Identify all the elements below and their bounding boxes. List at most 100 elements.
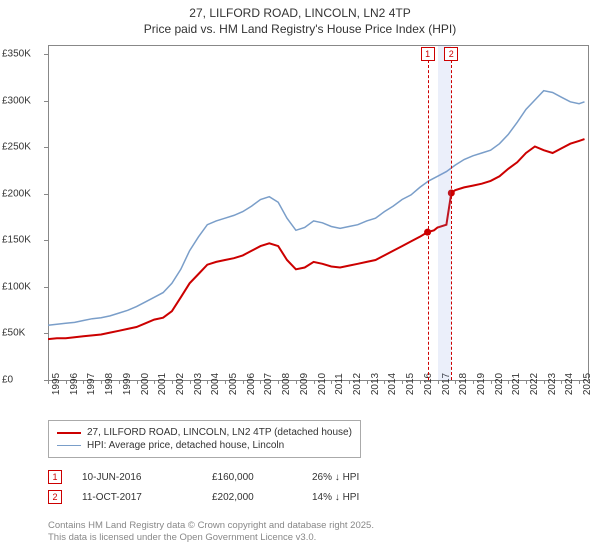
x-tick-label: 2010 bbox=[317, 373, 328, 395]
x-tick bbox=[561, 380, 562, 384]
marker-vline bbox=[428, 60, 429, 380]
marker-table-row: 1 10-JUN-2016 £160,000 26% ↓ HPI bbox=[48, 470, 568, 484]
y-tick bbox=[44, 240, 48, 241]
x-tick bbox=[367, 380, 368, 384]
x-tick bbox=[579, 380, 580, 384]
marker-vline bbox=[451, 60, 452, 380]
x-tick-label: 2013 bbox=[370, 373, 381, 395]
marker-table-price: £160,000 bbox=[212, 472, 292, 483]
x-tick-label: 1999 bbox=[122, 373, 133, 395]
legend-label: 27, LILFORD ROAD, LINCOLN, LN2 4TP (deta… bbox=[87, 427, 352, 438]
x-tick-label: 2018 bbox=[458, 373, 469, 395]
x-tick bbox=[172, 380, 173, 384]
x-tick-label: 2019 bbox=[476, 373, 487, 395]
x-tick bbox=[384, 380, 385, 384]
x-tick-label: 2009 bbox=[299, 373, 310, 395]
x-tick-label: 2015 bbox=[405, 373, 416, 395]
x-tick bbox=[455, 380, 456, 384]
marker-table-num: 2 bbox=[48, 490, 62, 504]
y-tick bbox=[44, 333, 48, 334]
x-tick bbox=[438, 380, 439, 384]
x-tick-label: 2023 bbox=[547, 373, 558, 395]
footer-line2: This data is licensed under the Open Gov… bbox=[48, 532, 374, 544]
series-hpi bbox=[48, 91, 585, 326]
x-tick bbox=[243, 380, 244, 384]
x-tick-label: 2003 bbox=[193, 373, 204, 395]
y-tick bbox=[44, 101, 48, 102]
x-tick bbox=[349, 380, 350, 384]
x-tick bbox=[207, 380, 208, 384]
x-tick bbox=[420, 380, 421, 384]
marker-table-delta: 26% ↓ HPI bbox=[312, 472, 432, 483]
marker-table-date: 11-OCT-2017 bbox=[82, 492, 192, 503]
x-tick-label: 2004 bbox=[210, 373, 221, 395]
x-tick bbox=[296, 380, 297, 384]
x-tick-label: 2021 bbox=[511, 373, 522, 395]
x-tick bbox=[190, 380, 191, 384]
legend-row: 27, LILFORD ROAD, LINCOLN, LN2 4TP (deta… bbox=[57, 427, 352, 438]
y-tick bbox=[44, 287, 48, 288]
y-tick-label: £0 bbox=[2, 375, 13, 386]
x-tick-label: 2020 bbox=[494, 373, 505, 395]
marker-table-row: 2 11-OCT-2017 £202,000 14% ↓ HPI bbox=[48, 490, 568, 504]
x-tick bbox=[331, 380, 332, 384]
y-tick-label: £200K bbox=[2, 188, 31, 199]
x-tick bbox=[260, 380, 261, 384]
x-tick bbox=[526, 380, 527, 384]
y-tick bbox=[44, 54, 48, 55]
x-tick bbox=[101, 380, 102, 384]
footer: Contains HM Land Registry data © Crown c… bbox=[48, 520, 374, 545]
marker-table-delta: 14% ↓ HPI bbox=[312, 492, 432, 503]
legend-swatch bbox=[57, 445, 81, 447]
x-tick bbox=[137, 380, 138, 384]
x-tick bbox=[119, 380, 120, 384]
x-tick-label: 1995 bbox=[51, 373, 62, 395]
x-tick bbox=[402, 380, 403, 384]
title-line1: 27, LILFORD ROAD, LINCOLN, LN2 4TP bbox=[0, 6, 600, 22]
x-tick bbox=[473, 380, 474, 384]
x-tick bbox=[225, 380, 226, 384]
x-tick-label: 2011 bbox=[334, 373, 345, 395]
x-tick-label: 2000 bbox=[140, 373, 151, 395]
x-tick-label: 2002 bbox=[175, 373, 186, 395]
x-tick bbox=[278, 380, 279, 384]
marker-table-price: £202,000 bbox=[212, 492, 292, 503]
series-price_paid bbox=[48, 139, 585, 339]
x-tick bbox=[314, 380, 315, 384]
y-tick-label: £50K bbox=[2, 328, 25, 339]
x-tick-label: 2001 bbox=[157, 373, 168, 395]
footer-line1: Contains HM Land Registry data © Crown c… bbox=[48, 520, 374, 532]
legend-row: HPI: Average price, detached house, Linc… bbox=[57, 440, 352, 451]
y-tick bbox=[44, 194, 48, 195]
x-tick-label: 2014 bbox=[387, 373, 398, 395]
y-tick-label: £300K bbox=[2, 95, 31, 106]
x-tick bbox=[544, 380, 545, 384]
legend-label: HPI: Average price, detached house, Linc… bbox=[87, 440, 284, 451]
x-tick-label: 2008 bbox=[281, 373, 292, 395]
x-tick-label: 2022 bbox=[529, 373, 540, 395]
y-tick-label: £100K bbox=[2, 281, 31, 292]
x-tick-label: 2005 bbox=[228, 373, 239, 395]
line-svg bbox=[48, 46, 588, 381]
x-tick bbox=[48, 380, 49, 384]
y-tick-label: £350K bbox=[2, 49, 31, 60]
chart-title: 27, LILFORD ROAD, LINCOLN, LN2 4TP Price… bbox=[0, 0, 600, 37]
x-tick bbox=[508, 380, 509, 384]
x-tick-label: 1997 bbox=[86, 373, 97, 395]
x-tick-label: 1998 bbox=[104, 373, 115, 395]
x-tick-label: 2006 bbox=[246, 373, 257, 395]
y-tick-label: £150K bbox=[2, 235, 31, 246]
x-tick-label: 1996 bbox=[69, 373, 80, 395]
x-tick bbox=[83, 380, 84, 384]
x-tick-label: 2007 bbox=[263, 373, 274, 395]
marker-box-1: 1 bbox=[421, 47, 435, 61]
x-tick bbox=[66, 380, 67, 384]
x-tick bbox=[491, 380, 492, 384]
x-tick-label: 2024 bbox=[564, 373, 575, 395]
marker-highlight bbox=[438, 45, 452, 380]
y-tick-label: £250K bbox=[2, 142, 31, 153]
marker-table-num: 1 bbox=[48, 470, 62, 484]
marker-table-date: 10-JUN-2016 bbox=[82, 472, 192, 483]
marker-table: 1 10-JUN-2016 £160,000 26% ↓ HPI 2 11-OCT-201… bbox=[48, 470, 568, 510]
chart-container: 27, LILFORD ROAD, LINCOLN, LN2 4TP Price… bbox=[0, 0, 600, 560]
